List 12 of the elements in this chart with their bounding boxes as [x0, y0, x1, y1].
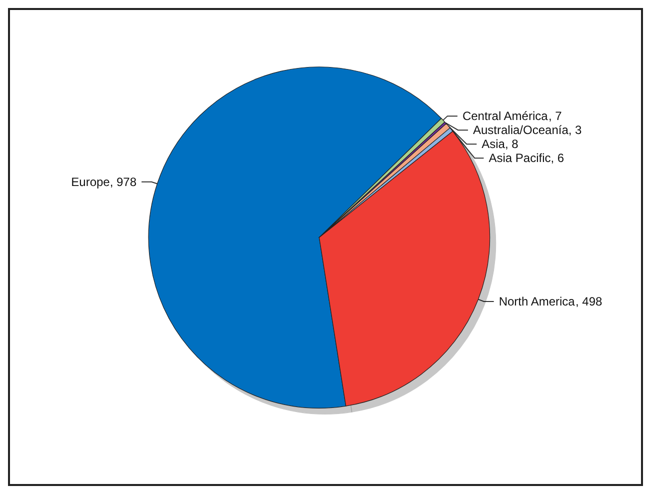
data-label: , 8	[504, 137, 519, 152]
slice-label: Asia	[482, 137, 506, 152]
slice-label: Central América	[462, 109, 548, 124]
data-label: , 498	[576, 294, 603, 309]
slice-label: North America	[498, 294, 576, 309]
data-label: , 7	[548, 109, 562, 124]
data-label: , 6	[550, 151, 564, 166]
slice-label: Europe	[71, 174, 110, 189]
slice-label: Australia/Oceanía	[472, 123, 569, 138]
data-label: , 3	[568, 123, 582, 138]
data-label: , 978	[110, 174, 137, 189]
slice-label: Asia Pacific	[488, 151, 551, 166]
